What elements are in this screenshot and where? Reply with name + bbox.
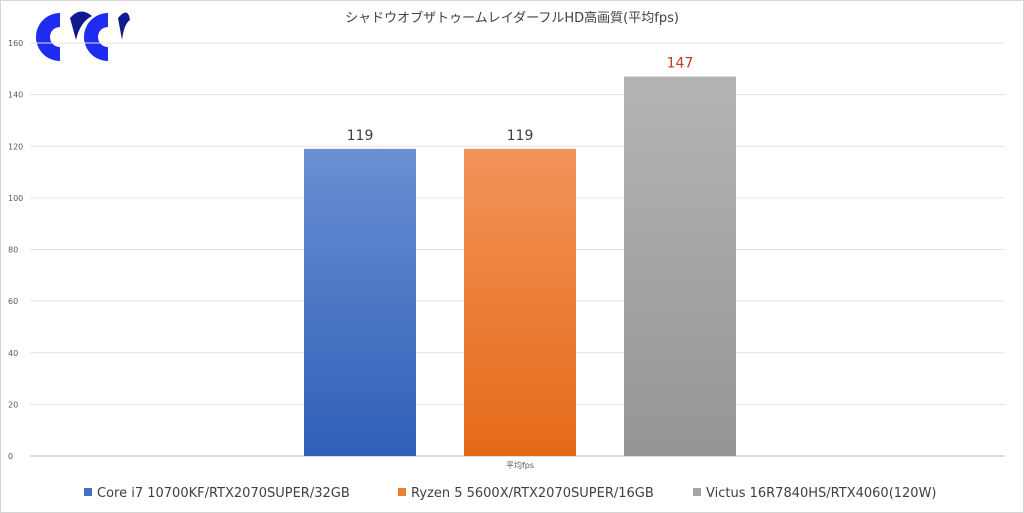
legend: Core i7 10700KF/RTX2070SUPER/32GB Ryzen … (84, 486, 937, 501)
site-logo (36, 11, 130, 61)
bar-1 (304, 148, 416, 457)
y-axis-ticks: 0 20 40 60 80 100 120 140 160 (8, 39, 23, 461)
bar-2 (464, 148, 576, 457)
legend-swatch-victus (693, 488, 701, 496)
chart-title: シャドウオブザトゥームレイダーフルHD高画質(平均fps) (345, 10, 679, 26)
data-labels: 119 119 147 (347, 56, 694, 144)
data-label-1: 119 (347, 128, 374, 144)
logo-shadow (70, 11, 92, 41)
logo-c-right (84, 13, 108, 61)
y-tick-label-160: 160 (8, 39, 23, 48)
data-label-3: 147 (667, 56, 694, 72)
data-label-2: 119 (507, 128, 534, 144)
legend-label-core-i7: Core i7 10700KF/RTX2070SUPER/32GB (97, 486, 350, 501)
bars (304, 76, 736, 457)
y-tick-label-60: 60 (8, 297, 18, 306)
y-tick-label-20: 20 (8, 400, 18, 409)
y-tick-label-140: 140 (8, 91, 23, 100)
y-tick-label-0: 0 (8, 452, 13, 461)
legend-swatch-core-i7 (84, 488, 92, 496)
y-tick-label-120: 120 (8, 142, 23, 151)
bar-3 (624, 76, 736, 457)
logo-c-left (36, 13, 60, 61)
y-tick-label-40: 40 (8, 349, 18, 358)
category-label: 平均fps (506, 460, 534, 470)
legend-label-ryzen-5: Ryzen 5 5600X/RTX2070SUPER/16GB (411, 486, 654, 501)
y-tick-label-80: 80 (8, 246, 18, 255)
logo-shadow-right (118, 12, 130, 40)
legend-swatch-ryzen-5 (398, 488, 406, 496)
y-tick-label-100: 100 (8, 194, 23, 203)
legend-label-victus: Victus 16R7840HS/RTX4060(120W) (706, 486, 937, 501)
